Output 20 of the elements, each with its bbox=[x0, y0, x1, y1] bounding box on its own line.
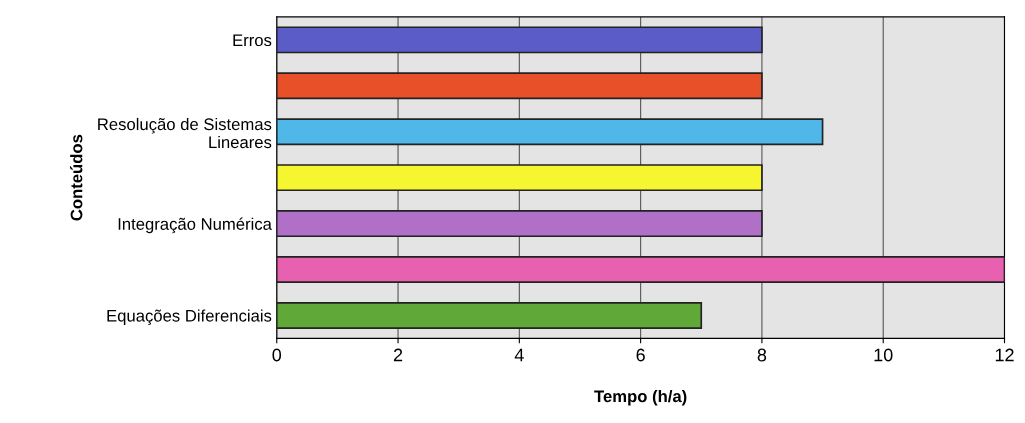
x-axis-title: Tempo (h/a) bbox=[594, 389, 687, 406]
x-tick-label: 10 bbox=[874, 348, 893, 362]
y-tick-label: Erros bbox=[233, 34, 272, 47]
x-tick-label: 12 bbox=[995, 348, 1014, 362]
x-tick-label: 8 bbox=[757, 348, 767, 362]
bar bbox=[276, 210, 763, 238]
bar bbox=[276, 26, 763, 54]
bar bbox=[276, 72, 763, 100]
x-tick-label: 4 bbox=[514, 348, 524, 362]
x-tick-label: 6 bbox=[636, 348, 645, 362]
y-tick-label: Resolução de Sistemas Lineares bbox=[98, 117, 272, 149]
x-tick-label: 2 bbox=[393, 348, 403, 362]
bar bbox=[276, 256, 1005, 283]
bar bbox=[276, 118, 824, 146]
y-tick-label: Integração Numérica bbox=[118, 217, 272, 234]
bar bbox=[276, 301, 703, 329]
y-tick-label: Equações Diferenciais bbox=[107, 309, 272, 326]
x-tick-label: 0 bbox=[272, 348, 282, 362]
y-axis-title: Conteúdos bbox=[70, 134, 83, 221]
bar bbox=[276, 164, 763, 192]
